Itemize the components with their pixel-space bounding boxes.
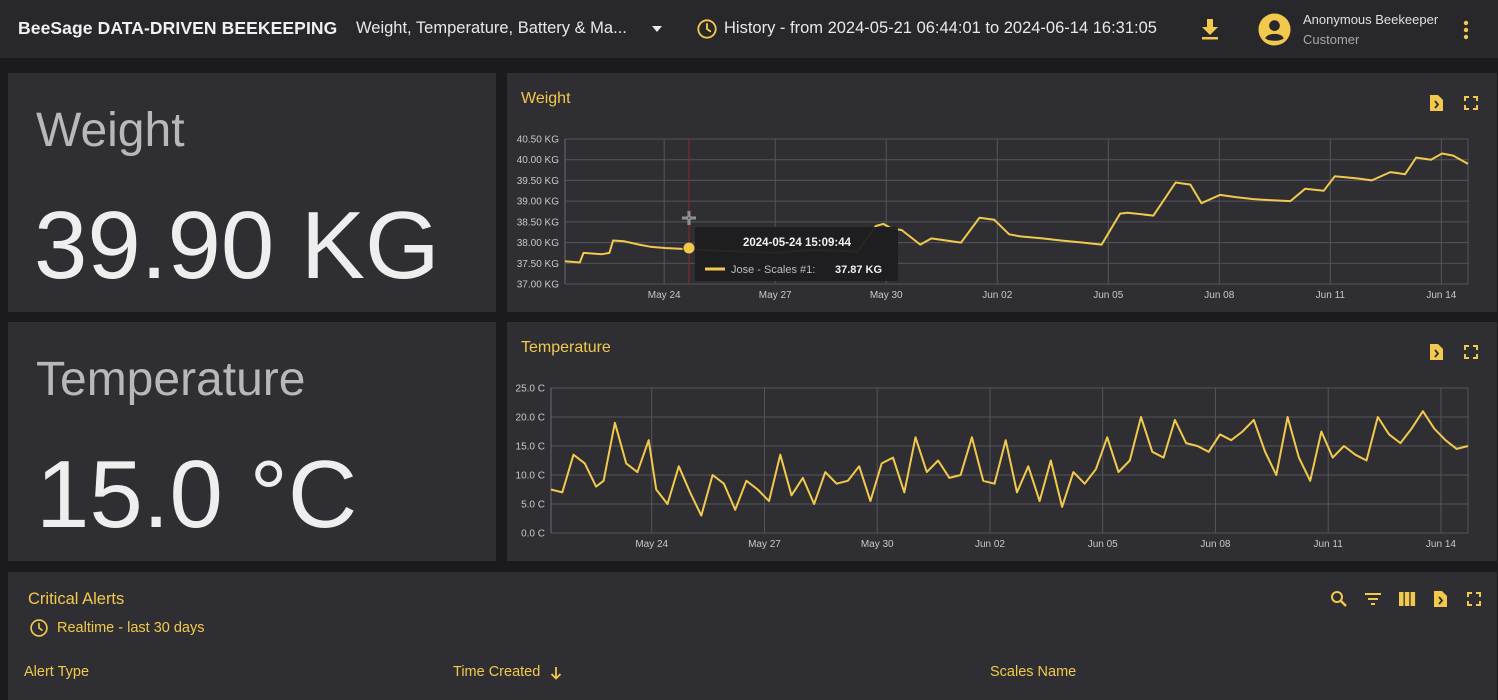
alerts-timewindow[interactable]: Realtime - last 30 days <box>57 620 205 636</box>
x-tick-label: Jun 14 <box>1426 539 1456 550</box>
app-title: BeeSage DATA-DRIVEN BEEKEEPING <box>18 18 338 38</box>
y-tick-label: 40.50 KG <box>517 135 559 146</box>
y-tick-label: 39.50 KG <box>517 176 559 187</box>
x-tick-label: May 24 <box>635 539 668 550</box>
x-tick-label: May 30 <box>861 539 894 550</box>
y-tick-label: 0.0 C <box>521 529 545 540</box>
temperature-value: 15.0 °C <box>36 441 358 548</box>
y-tick-label: 40.00 KG <box>517 155 559 166</box>
temperature-chart-title: Temperature <box>521 339 611 356</box>
hover-point <box>682 241 696 255</box>
x-tick-label: Jun 11 <box>1314 539 1344 550</box>
weight-value-card: Weight 39.90 KG <box>8 73 496 312</box>
x-tick-label: Jun 08 <box>1200 539 1230 550</box>
x-tick-label: Jun 02 <box>975 539 1005 550</box>
weight-chart[interactable]: 37.00 KG 37.50 KG 38.00 KG 38.50 KG 39.00 KG… <box>507 73 1497 312</box>
alerts-title: Critical Alerts <box>28 590 125 608</box>
history-clock-icon[interactable] <box>696 18 718 40</box>
download-icon[interactable] <box>1200 18 1220 40</box>
columns-icon[interactable] <box>1398 590 1416 608</box>
critical-alerts-card: Critical Alerts Realtime - last 30 days … <box>8 572 1497 700</box>
y-tick-label: 5.0 C <box>521 500 545 511</box>
filter-icon[interactable] <box>1364 590 1382 608</box>
y-tick-label: 15.0 C <box>516 442 545 453</box>
y-tick-label: 37.00 KG <box>517 280 559 291</box>
weight-label: Weight <box>36 104 185 157</box>
temperature-chart[interactable]: 0.0 C 5.0 C 10.0 C 15.0 C 20.0 C 25.0 C May 24… <box>507 322 1497 561</box>
series-line <box>564 152 1469 264</box>
y-tick-label: 20.0 C <box>516 413 545 424</box>
column-header-scales-name[interactable]: Scales Name <box>990 664 1077 680</box>
fullscreen-icon[interactable] <box>1465 590 1483 608</box>
tooltip-value: 37.87 KG <box>835 264 882 276</box>
x-tick-label: May 27 <box>748 539 781 550</box>
user-name: Anonymous Beekeeper <box>1303 12 1439 27</box>
weight-value: 39.90 KG <box>34 192 440 299</box>
x-tick-label: Jun 11 <box>1316 290 1346 301</box>
y-tick-label: 10.0 C <box>516 471 545 482</box>
tooltip-series: Jose - Scales #1: <box>731 264 815 276</box>
export-icon[interactable] <box>1427 343 1445 361</box>
more-vert-icon[interactable] <box>1458 18 1474 42</box>
temperature-chart-card: Temperature 0.0 C 5.0 C 10.0 C 15.0 C 20.0 C… <box>507 322 1497 561</box>
weight-chart-title: Weight <box>521 90 571 107</box>
history-clock-icon <box>30 619 48 637</box>
crosshair-cursor-icon <box>681 211 696 225</box>
history-range[interactable]: History - from 2024-05-21 06:44:01 to 20… <box>724 19 1157 37</box>
dashboard-selector[interactable]: Weight, Temperature, Battery & Ma... <box>356 19 627 37</box>
export-icon[interactable] <box>1427 94 1445 112</box>
temperature-label: Temperature <box>36 353 306 406</box>
y-tick-label: 39.00 KG <box>517 197 559 208</box>
tooltip-time: 2024-05-24 15:09:44 <box>743 237 852 249</box>
temperature-value-card: Temperature 15.0 °C <box>8 322 496 561</box>
y-tick-label: 25.0 C <box>516 384 545 395</box>
x-tick-label: Jun 05 <box>1088 539 1118 550</box>
fullscreen-icon[interactable] <box>1462 343 1480 361</box>
chevron-down-icon[interactable] <box>652 26 662 32</box>
x-tick-label: May 30 <box>870 290 903 301</box>
x-tick-label: Jun 02 <box>982 290 1012 301</box>
y-tick-label: 37.50 KG <box>517 259 559 270</box>
series-line <box>550 410 1469 517</box>
y-tick-label: 38.50 KG <box>517 217 559 228</box>
x-tick-label: Jun 08 <box>1204 290 1234 301</box>
x-tick-label: Jun 05 <box>1093 290 1123 301</box>
x-tick-label: May 24 <box>648 290 681 301</box>
search-icon[interactable] <box>1330 590 1348 608</box>
tooltip-box <box>694 227 898 281</box>
top-bar: BeeSage DATA-DRIVEN BEEKEEPING Weight, T… <box>0 0 1498 60</box>
column-header-alert-type[interactable]: Alert Type <box>24 664 90 680</box>
x-tick-label: May 27 <box>759 290 792 301</box>
y-tick-label: 38.00 KG <box>517 238 559 249</box>
export-icon[interactable] <box>1431 590 1449 608</box>
column-header-time-created[interactable]: Time Created <box>453 664 541 680</box>
fullscreen-icon[interactable] <box>1462 94 1480 112</box>
arrow-down-icon[interactable] <box>550 666 562 680</box>
x-tick-label: Jun 14 <box>1426 290 1456 301</box>
avatar-icon[interactable] <box>1258 13 1291 46</box>
weight-chart-card: Weight 37.00 KG 37.50 KG 38.00 KG 38.50 KG 3… <box>507 73 1497 312</box>
user-role: Customer <box>1303 32 1360 47</box>
